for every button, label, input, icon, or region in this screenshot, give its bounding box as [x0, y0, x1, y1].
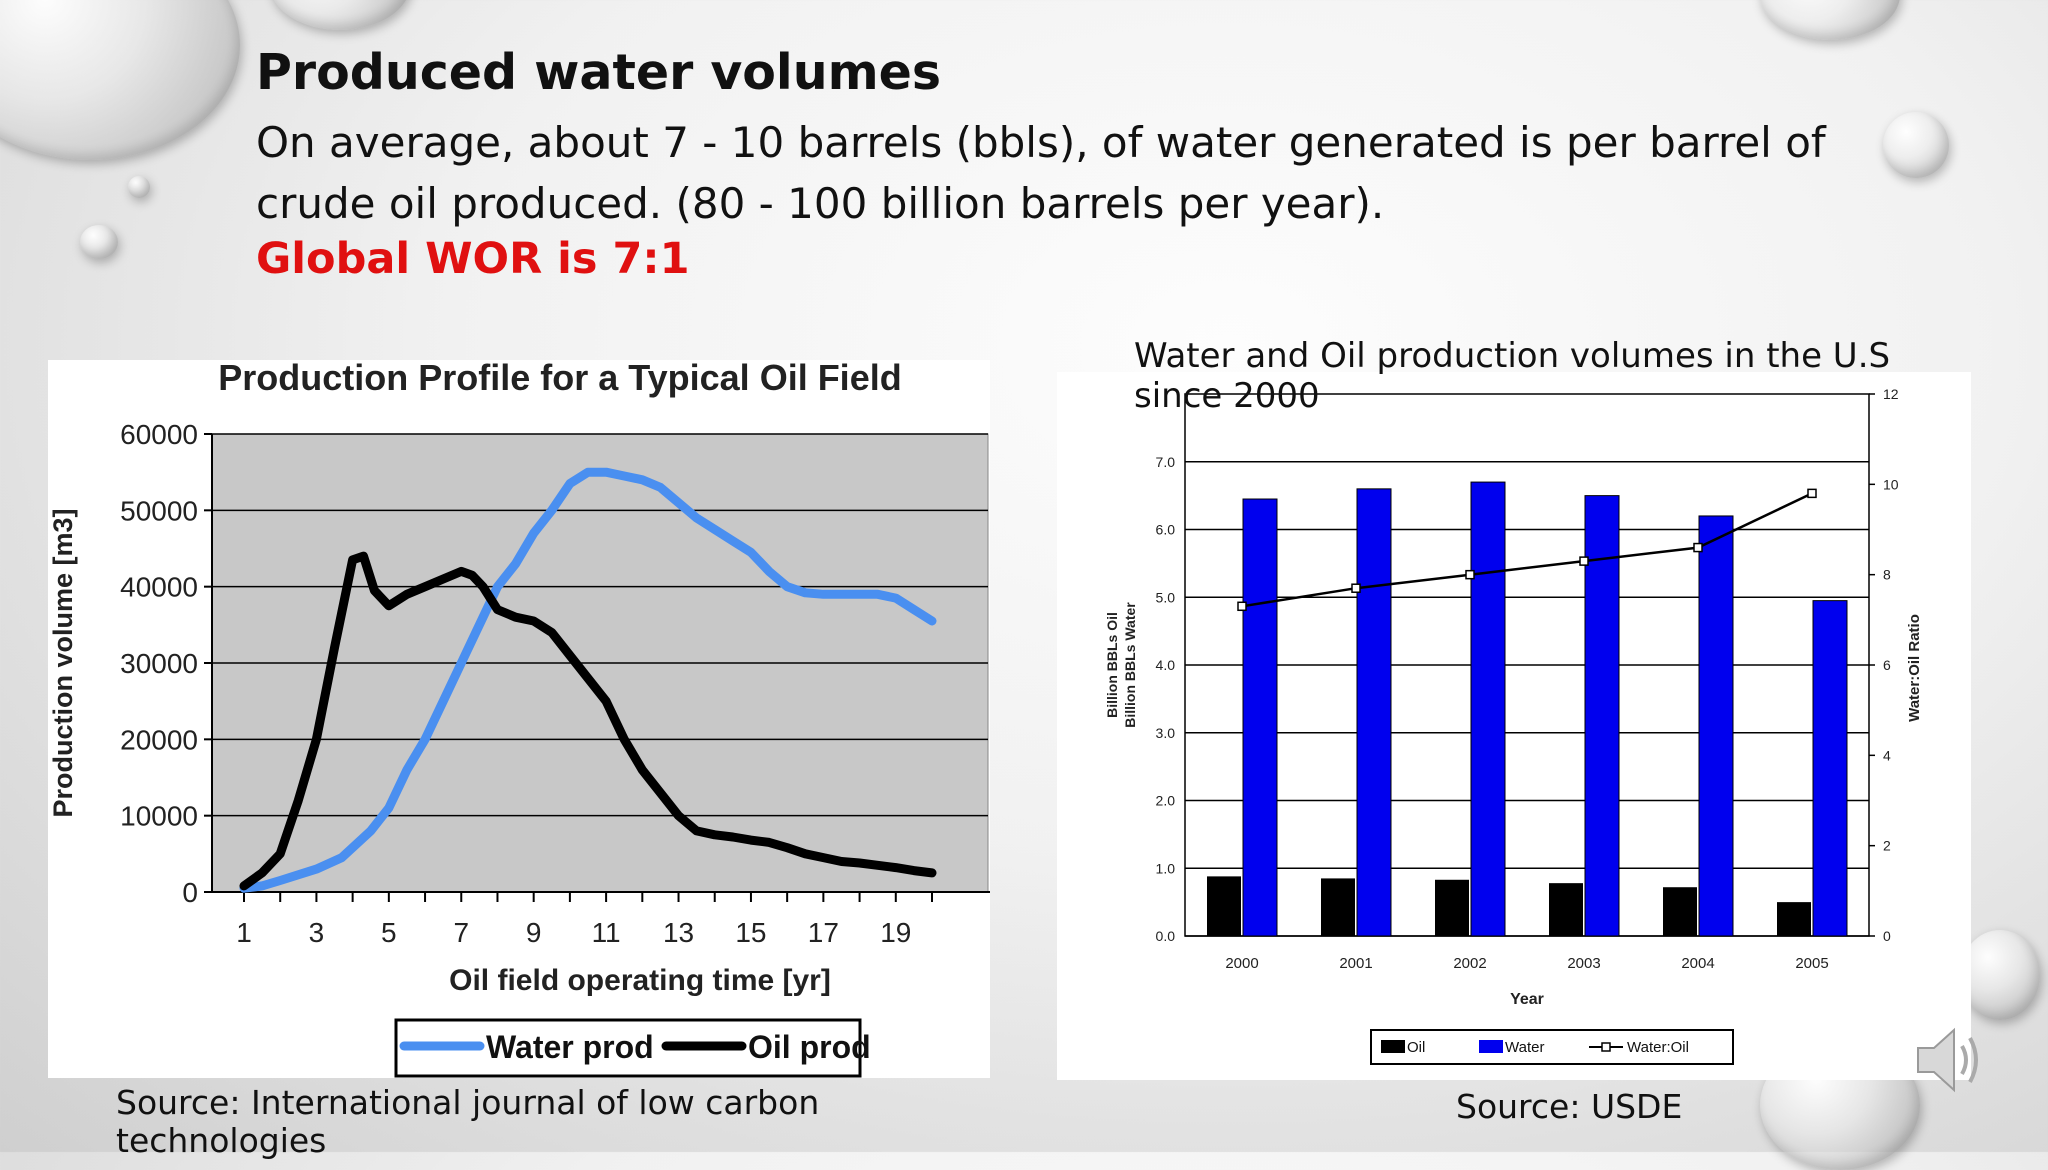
x-tick-label: 2004 [1681, 955, 1714, 972]
right-chart-caption: Water and Oil production volumes in the … [1134, 336, 1891, 416]
x-tick-label: 5 [381, 917, 397, 948]
legend-marker [1601, 1042, 1611, 1052]
chart-title: Production Profile for a Typical Oil Fie… [218, 360, 901, 398]
series-line-oil [239, 551, 937, 891]
ratio-point [1693, 542, 1703, 553]
x-tick-label: 3 [309, 917, 325, 948]
x-tick-label: 17 [808, 917, 839, 948]
legend-label: Water:Oil [1627, 1039, 1689, 1056]
x-tick-label: 15 [735, 917, 766, 948]
y2-tick-label: 10 [1883, 476, 1899, 492]
y-tick-label: 5.0 [1156, 589, 1176, 605]
legend-label: Water prod [486, 1029, 654, 1065]
y2-tick-label: 6 [1883, 657, 1891, 673]
x-tick-label: 19 [880, 917, 911, 948]
wor-highlight: Global WOR is 7:1 [256, 234, 690, 284]
right-bar-chart: 0.0 1.0 2.0 3.0 4.0 5.0 6.0 7.0 0 2 4 6 8 10 12 2000 200… [1104, 386, 1923, 1065]
bar-water [1470, 481, 1506, 937]
y2-axis-label: Water:Oil Ratio [1906, 614, 1923, 722]
x-axis-label: Year [1510, 991, 1544, 1008]
legend-box [1370, 1029, 1734, 1065]
legend-swatch [1479, 1040, 1503, 1053]
series-line-water [239, 467, 937, 893]
bar-oil [1777, 902, 1811, 936]
y2-tick-label: 4 [1883, 747, 1891, 763]
water-drop-decoration [270, 0, 410, 30]
y-tick-label: 60000 [120, 419, 198, 450]
bar-oil [1321, 878, 1355, 936]
y-tick-label: 1.0 [1156, 860, 1176, 876]
bar-oil [1549, 883, 1583, 936]
y-axis-label: Billion BBLs Oil [1104, 612, 1120, 718]
x-tick-label: 9 [526, 917, 542, 948]
y-tick-label: 7.0 [1156, 454, 1176, 470]
water-drop-decoration [128, 176, 150, 198]
y-tick-label: 10000 [120, 801, 198, 832]
y-axis-label: Production volume [m3] [48, 508, 78, 817]
ratio-point [1579, 556, 1589, 566]
bar-water [1812, 600, 1848, 937]
y2-tick-label: 0 [1883, 928, 1891, 944]
ratio-point [1807, 488, 1817, 499]
x-tick-label: 2003 [1567, 955, 1600, 972]
water-drop-decoration [1760, 0, 1900, 40]
x-tick-label: 7 [453, 917, 469, 948]
source-left: Source: International journal of low car… [116, 1083, 820, 1160]
slide-paragraph: On average, about 7 - 10 barrels (bbls),… [256, 118, 1826, 228]
y-tick-label: 20000 [120, 724, 198, 755]
x-tick-label: 2002 [1453, 955, 1486, 972]
bar-oil [1207, 876, 1241, 936]
bar-oil [1435, 879, 1469, 936]
bar-water [1356, 488, 1392, 937]
y-tick-label: 6.0 [1156, 522, 1176, 538]
water-drop-decoration [1883, 112, 1949, 178]
y-tick-label: 0 [182, 877, 198, 908]
bar-oil [1663, 887, 1697, 936]
legend-label: Oil [1407, 1039, 1425, 1056]
source-right: Source: USDE [1456, 1087, 1683, 1126]
legend-swatch [1381, 1040, 1405, 1053]
y-tick-label: 50000 [120, 495, 198, 526]
ratio-point [1237, 601, 1247, 612]
legend-label: Oil prod [748, 1029, 871, 1065]
x-tick-label: 1 [236, 917, 252, 948]
speaker-icon[interactable] [1910, 1020, 1990, 1100]
y2-tick-label: 12 [1883, 386, 1899, 402]
y2-tick-label: 8 [1883, 567, 1891, 583]
water-drop-decoration [80, 225, 118, 259]
bar-water [1698, 515, 1734, 937]
bar-water [1242, 498, 1278, 937]
y-tick-label: 4.0 [1156, 657, 1176, 673]
y-tick-label: 3.0 [1156, 725, 1176, 741]
x-tick-label: 2000 [1225, 955, 1258, 972]
slide-title: Produced water volumes [256, 44, 942, 101]
x-axis-label: Oil field operating time [yr] [449, 964, 831, 997]
right-chart-panel: 0.0 1.0 2.0 3.0 4.0 5.0 6.0 7.0 0 2 4 6 8 10 12 2000 200… [1057, 372, 1971, 1080]
ratio-point [1351, 583, 1361, 593]
x-tick-label: 2001 [1339, 955, 1372, 972]
y-tick-label: 2.0 [1156, 793, 1176, 809]
y2-tick-label: 2 [1883, 838, 1891, 854]
ratio-point [1465, 569, 1475, 580]
legend-label: Water [1505, 1039, 1544, 1056]
y-tick-label: 0.0 [1156, 928, 1176, 944]
x-tick-label: 13 [663, 917, 694, 948]
x-tick-label: 2005 [1795, 955, 1828, 972]
y-tick-label: 30000 [120, 648, 198, 679]
y-tick-label: 40000 [120, 572, 198, 603]
y-axis-label: Billion BBLs Water [1122, 602, 1138, 728]
left-chart-panel: 0 10000 20000 30000 40000 50000 60000 1 3 5 7 9 11 13… [48, 357, 992, 1078]
water-drop-decoration [1960, 930, 2040, 1020]
water-drop-decoration [0, 0, 240, 160]
bar-water [1584, 495, 1620, 937]
ratio-line [1241, 492, 1813, 608]
x-tick-label: 11 [592, 917, 621, 948]
